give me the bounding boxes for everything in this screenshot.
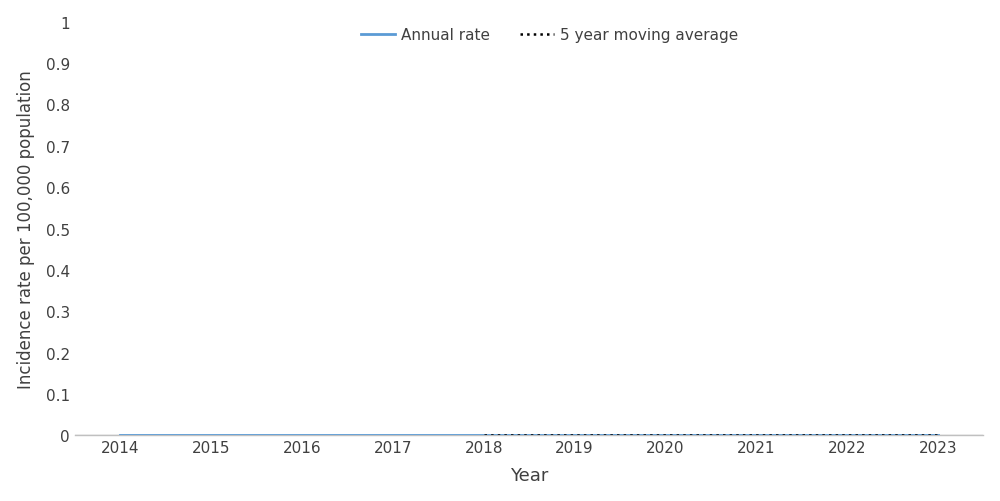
5 year moving average — [932, 432, 944, 438]
X-axis label: Year: Year — [510, 466, 548, 484]
Annual rate — [296, 432, 308, 438]
5 year moving average — [659, 432, 671, 438]
Annual rate — [114, 432, 126, 438]
Legend: Annual rate, 5 year moving average: Annual rate, 5 year moving average — [355, 22, 745, 49]
Annual rate — [387, 432, 399, 438]
Annual rate — [478, 432, 490, 438]
Annual rate — [205, 432, 217, 438]
Annual rate — [569, 432, 581, 438]
Annual rate — [932, 432, 944, 438]
5 year moving average — [569, 432, 581, 438]
5 year moving average — [478, 432, 490, 438]
Y-axis label: Incidence rate per 100,000 population: Incidence rate per 100,000 population — [17, 70, 35, 388]
Annual rate — [750, 432, 762, 438]
5 year moving average — [750, 432, 762, 438]
5 year moving average — [841, 432, 853, 438]
Annual rate — [659, 432, 671, 438]
Annual rate — [841, 432, 853, 438]
